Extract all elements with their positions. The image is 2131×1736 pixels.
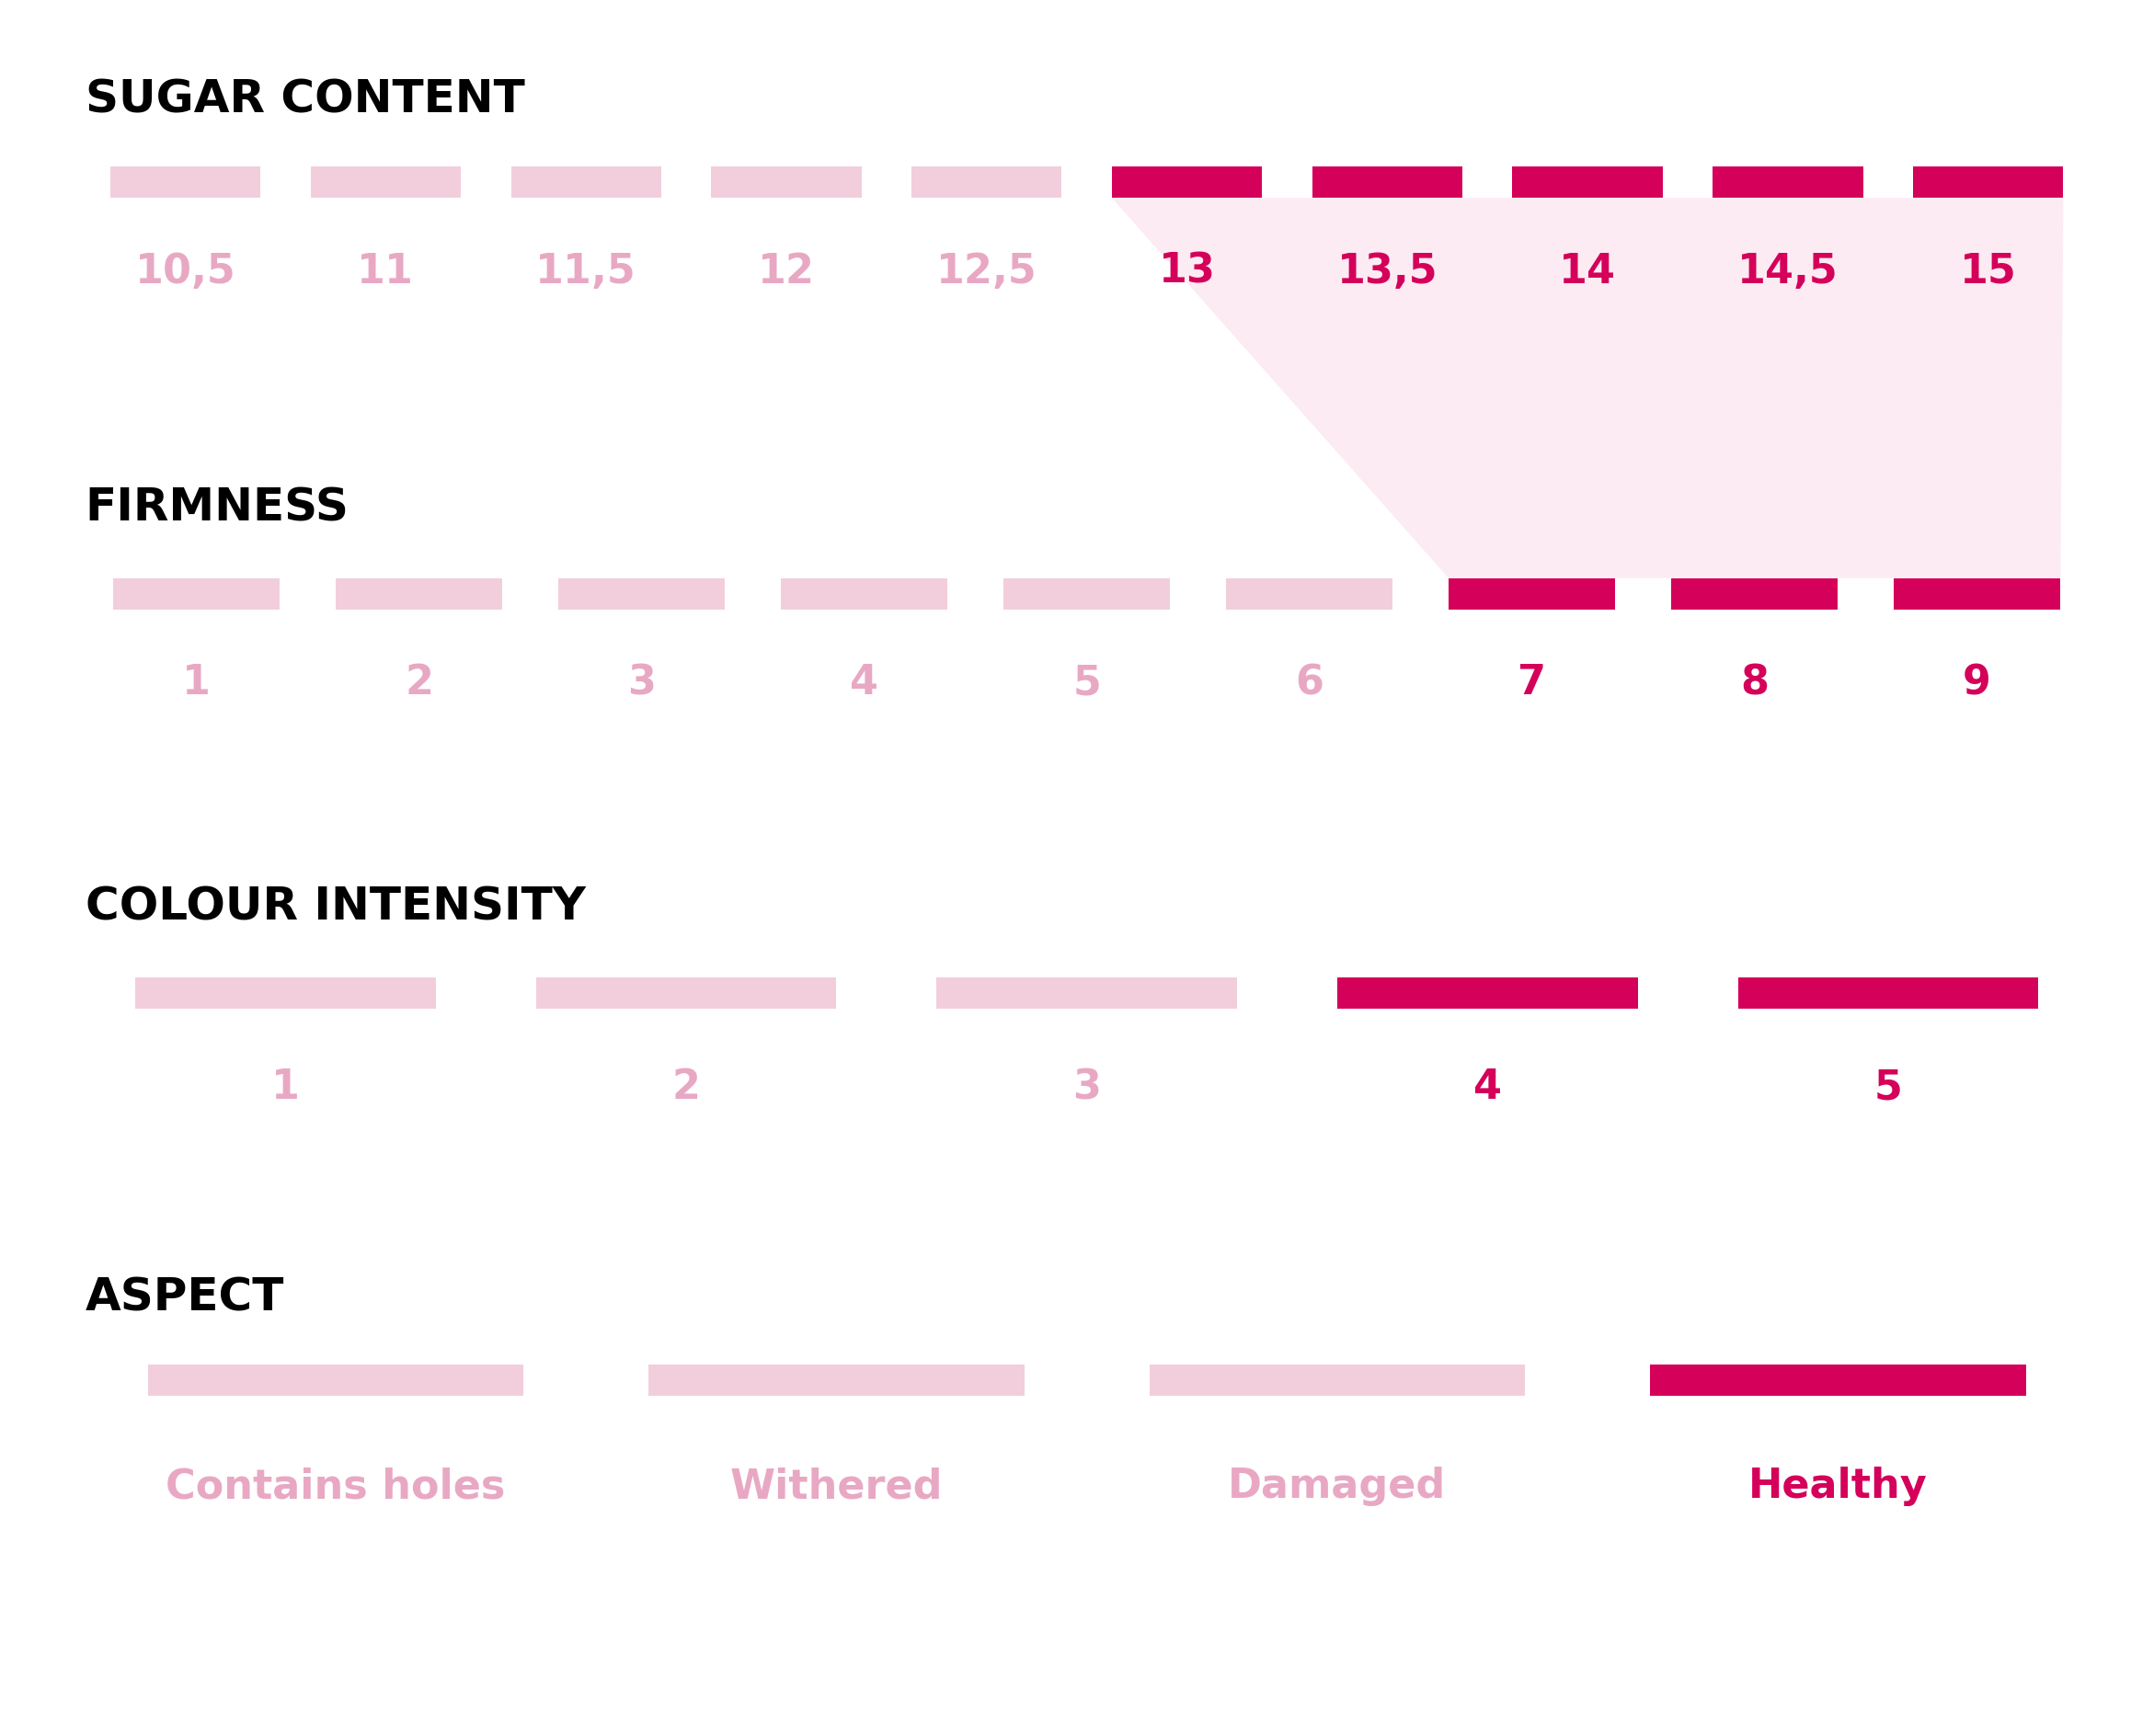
Bar — [1004, 578, 1170, 609]
Text: FIRMNESS: FIRMNESS — [85, 486, 349, 529]
Text: 11: 11 — [358, 252, 413, 292]
Text: 2: 2 — [671, 1068, 701, 1108]
Polygon shape — [1112, 198, 2063, 578]
Text: COLOUR INTENSITY: COLOUR INTENSITY — [85, 885, 586, 929]
Bar — [1671, 578, 1837, 609]
Bar — [1112, 167, 1262, 198]
Bar — [1449, 578, 1615, 609]
Text: 14: 14 — [1560, 252, 1615, 292]
Text: 9: 9 — [1963, 663, 1990, 703]
Text: 2: 2 — [405, 663, 433, 703]
Bar — [147, 1364, 524, 1396]
Text: 3: 3 — [627, 663, 656, 703]
Bar — [511, 167, 661, 198]
Text: 3: 3 — [1072, 1068, 1102, 1108]
Text: ASPECT: ASPECT — [85, 1276, 283, 1319]
Bar — [537, 977, 835, 1009]
Bar — [1513, 167, 1662, 198]
Bar — [111, 167, 260, 198]
Bar — [1338, 977, 1639, 1009]
Bar — [136, 977, 437, 1009]
Text: 12,5: 12,5 — [936, 252, 1038, 292]
Text: Contains holes: Contains holes — [166, 1467, 505, 1507]
Text: 13: 13 — [1159, 252, 1215, 292]
Bar — [648, 1364, 1025, 1396]
Bar — [1649, 1364, 2027, 1396]
Bar — [1713, 167, 1862, 198]
Bar — [558, 578, 725, 609]
Bar — [912, 167, 1061, 198]
Text: 15: 15 — [1961, 252, 2016, 292]
Bar — [1225, 578, 1394, 609]
Text: 12: 12 — [759, 252, 814, 292]
Bar — [780, 578, 948, 609]
Bar — [712, 167, 861, 198]
Text: 1: 1 — [271, 1068, 300, 1108]
Bar — [938, 977, 1238, 1009]
Bar — [1894, 578, 2061, 609]
Text: 13,5: 13,5 — [1336, 252, 1438, 292]
Text: 1: 1 — [183, 663, 211, 703]
Text: 5: 5 — [1072, 663, 1102, 703]
Text: SUGAR CONTENT: SUGAR CONTENT — [85, 78, 524, 122]
Text: 11,5: 11,5 — [535, 252, 637, 292]
Text: Healthy: Healthy — [1747, 1467, 1929, 1507]
Text: 6: 6 — [1296, 663, 1323, 703]
Text: Withered: Withered — [731, 1467, 942, 1507]
Bar — [1739, 977, 2037, 1009]
Text: 10,5: 10,5 — [134, 252, 237, 292]
Bar — [1149, 1364, 1526, 1396]
Bar — [335, 578, 503, 609]
Bar — [1313, 167, 1462, 198]
Bar — [311, 167, 460, 198]
Text: 8: 8 — [1741, 663, 1769, 703]
Text: 4: 4 — [850, 663, 878, 703]
Bar — [1914, 167, 2063, 198]
Text: 4: 4 — [1473, 1068, 1502, 1108]
Bar — [113, 578, 279, 609]
Text: 5: 5 — [1873, 1068, 1903, 1108]
Text: 7: 7 — [1517, 663, 1547, 703]
Text: 14,5: 14,5 — [1737, 252, 1839, 292]
Text: Damaged: Damaged — [1227, 1467, 1447, 1507]
